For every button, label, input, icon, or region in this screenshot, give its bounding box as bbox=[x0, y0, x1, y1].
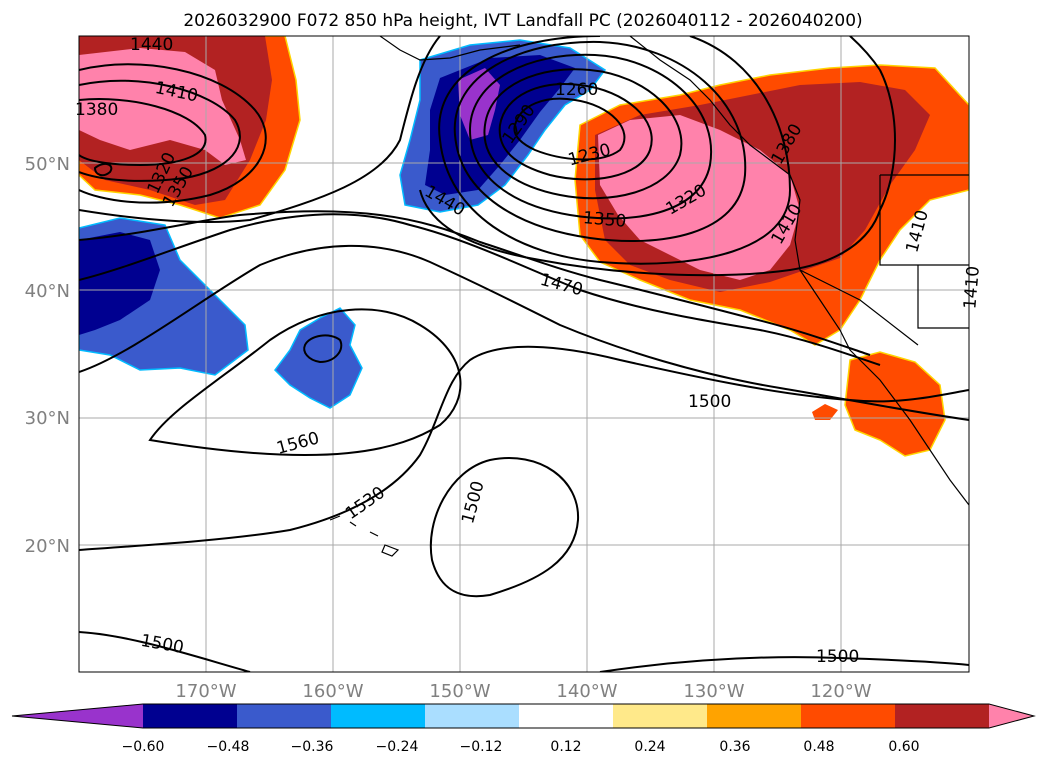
height-contours bbox=[79, 36, 969, 672]
colorbar-swatch bbox=[519, 704, 614, 728]
lat-label: 50°N bbox=[25, 154, 70, 175]
map-title: 2026032900 F072 850 hPa height, IVT Land… bbox=[183, 11, 862, 31]
lon-label: 140°W bbox=[556, 681, 617, 702]
contour-label: 1260 bbox=[555, 80, 598, 100]
colorbar: −0.60 −0.48 −0.36 −0.24 −0.12 0.12 0.24 … bbox=[11, 703, 1036, 755]
coastlines bbox=[329, 36, 969, 557]
lat-label: 30°N bbox=[25, 408, 70, 429]
lon-label: 130°W bbox=[683, 681, 744, 702]
colorbar-outline bbox=[11, 703, 1036, 729]
colorbar-swatch bbox=[237, 704, 332, 728]
colorbar-ticks: −0.60 −0.48 −0.36 −0.24 −0.12 0.12 0.24 … bbox=[122, 739, 920, 755]
contour-label: 1440 bbox=[130, 35, 173, 55]
colorbar-swatch bbox=[613, 704, 708, 728]
lon-label: 120°W bbox=[810, 681, 871, 702]
ivt-negative-w-core bbox=[79, 232, 160, 335]
lon-labels: 170°W 160°W 150°W 140°W 130°W 120°W bbox=[175, 681, 871, 702]
lat-labels: 50°N 40°N 30°N 20°N bbox=[25, 154, 70, 557]
lon-label: 170°W bbox=[175, 681, 236, 702]
colorbar-tick: −0.12 bbox=[460, 739, 503, 755]
colorbar-swatch bbox=[801, 704, 896, 728]
colorbar-swatch bbox=[989, 704, 1034, 728]
map-frame bbox=[78, 35, 970, 673]
colorbar-swatch bbox=[895, 704, 990, 728]
lat-label: 40°N bbox=[25, 281, 70, 302]
lon-label: 150°W bbox=[429, 681, 490, 702]
colorbar-tick: 0.48 bbox=[803, 739, 834, 755]
ivt-negative-c bbox=[274, 307, 363, 409]
colorbar-tick: −0.36 bbox=[291, 739, 334, 755]
colorbar-swatch bbox=[12, 704, 143, 728]
colorbar-swatches bbox=[12, 704, 1034, 728]
contour-label: 1380 bbox=[75, 100, 118, 120]
map-content bbox=[79, 36, 969, 672]
lon-label: 160°W bbox=[302, 681, 363, 702]
colorbar-tick: −0.60 bbox=[122, 739, 165, 755]
colorbar-swatch bbox=[331, 704, 426, 728]
lat-label: 20°N bbox=[25, 536, 70, 557]
colorbar-swatch bbox=[425, 704, 520, 728]
contour-label: 1350 bbox=[582, 208, 627, 232]
ivt-positive-s-dot bbox=[812, 404, 838, 420]
colorbar-tick: −0.48 bbox=[207, 739, 250, 755]
contour-label: 1500 bbox=[816, 647, 859, 667]
colorbar-tick: 0.12 bbox=[550, 739, 581, 755]
ivt-positive-ne-core bbox=[598, 115, 800, 280]
colorbar-swatch bbox=[143, 704, 238, 728]
contour-label: 1500 bbox=[688, 392, 731, 412]
colorbar-tick: 0.60 bbox=[888, 739, 919, 755]
colorbar-tick: 0.36 bbox=[719, 739, 750, 755]
colorbar-tick: −0.24 bbox=[376, 739, 419, 755]
colorbar-tick: 0.24 bbox=[634, 739, 665, 755]
colorbar-swatch bbox=[707, 704, 802, 728]
contour-label: 1410 bbox=[960, 265, 984, 310]
